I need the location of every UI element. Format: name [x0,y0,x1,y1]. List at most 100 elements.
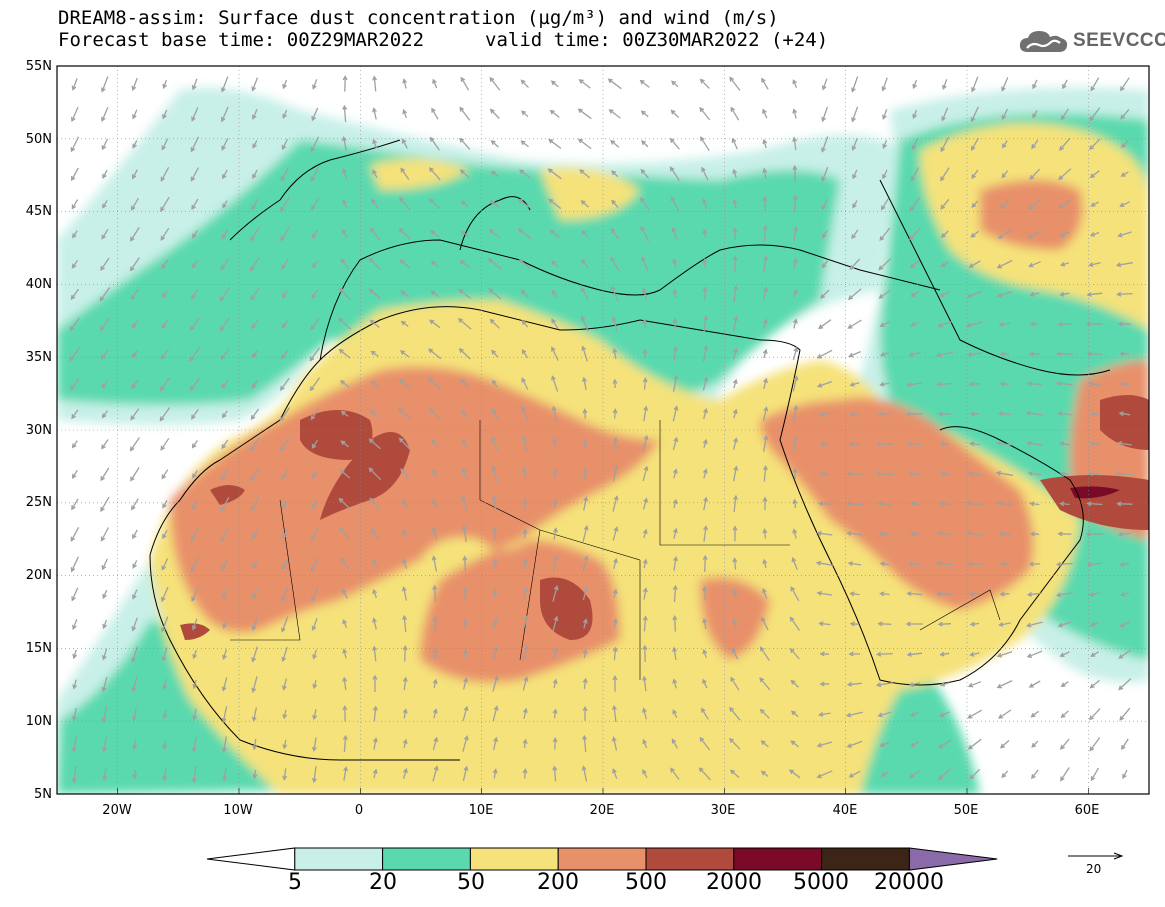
wind-arrow [1059,471,1070,477]
lat-label: 30N [26,423,52,438]
wind-arrow [460,378,470,389]
wind-arrow [729,769,740,779]
wind-arrow [818,412,831,417]
wind-arrow [851,229,859,240]
lat-label: 50N [26,132,52,147]
wind-arrow [552,527,558,540]
wind-arrow [938,501,951,507]
wind-arrow [251,618,258,631]
wind-arrow [969,621,980,627]
wind-arrow [792,318,798,329]
wind-arrow [102,619,108,630]
wind-arrow [402,676,408,691]
wind-arrow [72,649,78,660]
wind-arrow [967,738,982,750]
wind-arrow [460,230,469,238]
wind-arrow [816,590,833,596]
wind-arrow [640,168,650,179]
wind-arrow [311,198,319,211]
wind-arrow [191,440,198,449]
wind-arrow [522,768,528,779]
wind-arrow [703,315,709,332]
wind-arrow [642,497,649,510]
colorbar-min-arrow [206,847,296,871]
wind-arrow [641,287,648,300]
wind-arrow [162,529,168,540]
wind-arrow [762,195,768,211]
wind-arrow [432,469,438,478]
wind-arrow [1059,137,1071,151]
wind-arrow [370,350,379,358]
wind-arrow [251,198,259,211]
wind-arrow [702,648,708,658]
wind-arrow [310,408,320,421]
wind-arrow [368,257,382,271]
wind-arrow [911,138,918,151]
wind-arrow [522,615,529,632]
wind-arrow [852,200,858,209]
wind-arrow [790,710,799,718]
wind-arrow [732,198,738,209]
wind-arrow [251,646,258,663]
wind-arrow [370,380,379,388]
wind-arrow [1089,737,1101,752]
wind-arrow [309,377,321,392]
wind-arrow [131,350,138,359]
wind-arrow [522,707,528,720]
wind-arrow [251,319,259,330]
wind-arrow [1028,561,1041,567]
wind-reference-arrow [1068,852,1124,860]
wind-arrow [612,495,619,512]
wind-arrow [311,766,317,784]
wind-arrow [161,259,169,270]
wind-arrow [251,676,258,694]
wind-arrow [1058,168,1072,181]
wind-arrow [462,705,469,722]
wind-arrow [189,347,201,362]
wind-arrow [1118,649,1132,659]
wind-arrow [879,561,890,567]
wind-vectors [69,75,1133,784]
wind-arrow [101,106,109,123]
wind-arrow [552,708,558,719]
wind-arrow [401,499,408,509]
wind-arrow [1118,678,1132,691]
wind-arrow [910,167,920,182]
wind-arrow [461,495,468,512]
wind-arrow [882,140,888,149]
wind-arrow [251,350,258,359]
wind-arrow [192,470,198,479]
wind-arrow [877,621,892,627]
wind-arrow [761,77,769,90]
wind-arrow [368,467,382,481]
wind-arrow [816,380,833,388]
wind-arrow [937,768,952,781]
wind-arrow [161,469,169,480]
latitude-labels: 5N 10N 15N 20N 25N 30N 35N 40N 45N 50N 5… [26,59,52,802]
colorbar-label: 5000 [793,870,849,895]
wind-reference-label: 20 [1086,862,1102,876]
wind-arrow [131,617,138,632]
wind-arrow [999,199,1010,209]
lon-label: 50E [954,803,979,818]
wind-arrow [672,615,678,632]
wind-arrow [250,288,260,301]
wind-arrow [820,289,830,299]
wind-arrow [702,438,708,449]
wind-arrow [549,109,560,118]
wind-arrow [279,407,291,422]
wind-arrow [521,434,528,452]
wind-arrow [220,496,230,512]
wind-arrow [732,465,739,482]
wind-arrow [431,526,438,541]
wind-arrow [729,737,741,750]
wind-arrow [191,498,199,510]
wind-arrow [492,588,498,599]
wind-arrow [368,438,381,450]
wind-arrow [733,347,738,360]
wind-arrow [368,288,381,300]
wind-arrow [1055,351,1073,357]
wind-arrow [641,140,649,148]
wind-arrow [162,109,168,120]
wind-arrow [282,529,288,539]
